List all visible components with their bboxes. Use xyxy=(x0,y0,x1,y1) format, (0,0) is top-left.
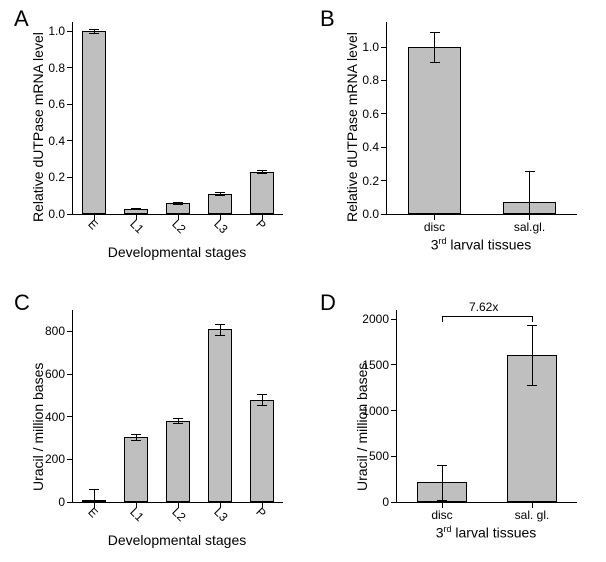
bar xyxy=(82,31,105,214)
y-tick-label: 600 xyxy=(45,367,73,381)
error-bar-cap xyxy=(437,500,447,501)
x-axis-label: Developmental stages xyxy=(72,532,282,548)
x-tick-label: P xyxy=(253,502,271,520)
plot-area-D: 0500100015002000discsal. gl.7.62x xyxy=(396,310,577,503)
error-bar-cap xyxy=(89,29,99,30)
y-tick-label: 1.0 xyxy=(48,24,73,38)
x-axis-label: 3rd larval tissues xyxy=(386,236,576,253)
x-tick-label: L2 xyxy=(169,502,191,524)
y-axis-label: Uracil / million bases xyxy=(30,362,46,490)
error-bar-cap xyxy=(257,394,267,395)
error-bar-cap xyxy=(527,385,537,386)
error-bar xyxy=(442,465,443,500)
bar xyxy=(124,437,147,502)
y-tick-label: 0.0 xyxy=(362,207,387,221)
x-tick-label: L1 xyxy=(127,502,149,524)
error-bar xyxy=(532,325,533,385)
panel-label: A xyxy=(14,6,29,32)
plot-area-C: 0200400600800EL1L2L3P xyxy=(72,310,283,503)
error-bar-cap xyxy=(173,418,183,419)
y-axis-label: Uracil / million bases xyxy=(354,362,370,490)
y-tick-label: 200 xyxy=(45,452,73,466)
error-bar-cap xyxy=(437,465,447,466)
y-tick-label: 2000 xyxy=(362,312,397,326)
error-bar-cap xyxy=(527,325,537,326)
y-tick-label: 400 xyxy=(45,410,73,424)
error-bar-cap xyxy=(89,489,99,490)
error-bar xyxy=(262,394,263,405)
error-bar-cap xyxy=(173,204,183,205)
x-tick-label: P xyxy=(253,214,271,232)
y-tick-label: 0 xyxy=(382,495,397,509)
error-bar-cap xyxy=(173,423,183,424)
annotation-bracket xyxy=(442,316,443,321)
error-bar xyxy=(94,489,95,502)
error-bar-cap xyxy=(525,171,535,172)
panel-label: B xyxy=(320,6,335,32)
error-bar-cap xyxy=(257,405,267,406)
y-tick-label: 500 xyxy=(369,449,397,463)
error-bar-cap xyxy=(257,170,267,171)
error-bar-cap xyxy=(525,214,535,215)
annotation-text: 7.62x xyxy=(469,300,498,314)
error-bar xyxy=(220,324,221,335)
bar xyxy=(250,400,273,502)
bar xyxy=(408,47,460,214)
x-tick-label: L1 xyxy=(127,214,149,236)
y-tick-label: 0.6 xyxy=(362,107,387,121)
y-tick-label: 0.0 xyxy=(48,207,73,221)
y-axis-label: Relative dUTPase mRNA level xyxy=(30,32,46,222)
y-tick-label: 800 xyxy=(45,324,73,338)
y-tick-label: 0.8 xyxy=(48,61,73,75)
error-bar-cap xyxy=(215,192,225,193)
y-tick-label: 0.4 xyxy=(362,140,387,154)
x-tick-label: E xyxy=(85,502,103,520)
annotation-bracket xyxy=(442,316,532,317)
error-bar-cap xyxy=(131,434,141,435)
y-axis-label: Relative dUTPase mRNA level xyxy=(344,32,360,222)
y-tick-label: 0.6 xyxy=(48,97,73,111)
x-tick-label: E xyxy=(85,214,103,232)
annotation-bracket xyxy=(532,316,533,321)
x-axis-label: 3rd larval tissues xyxy=(396,524,576,541)
bar xyxy=(166,421,189,502)
error-bar-cap xyxy=(131,440,141,441)
panel-label: C xyxy=(14,290,30,316)
error-bar-cap xyxy=(257,173,267,174)
x-tick-label: L3 xyxy=(211,502,233,524)
error-bar-cap xyxy=(215,335,225,336)
bar xyxy=(208,329,231,502)
error-bar-cap xyxy=(215,195,225,196)
x-tick-label: sal.gl. xyxy=(514,214,545,234)
error-bar xyxy=(529,171,530,214)
y-tick-label: 0.2 xyxy=(48,170,73,184)
error-bar-cap xyxy=(131,209,141,210)
y-tick-label: 0.8 xyxy=(362,73,387,87)
y-tick-label: 0.4 xyxy=(48,134,73,148)
x-tick-label: disc xyxy=(424,214,445,234)
x-tick-label: disc xyxy=(431,502,452,522)
x-tick-label: L2 xyxy=(169,214,191,236)
error-bar-cap xyxy=(215,324,225,325)
x-axis-label: Developmental stages xyxy=(72,244,282,260)
y-tick-label: 0 xyxy=(58,495,73,509)
bar xyxy=(250,172,273,214)
error-bar-cap xyxy=(89,502,99,503)
error-bar-cap xyxy=(430,62,440,63)
error-bar xyxy=(434,32,435,62)
error-bar-cap xyxy=(430,32,440,33)
x-tick-label: L3 xyxy=(211,214,233,236)
plot-area-B: 0.00.20.40.60.81.0discsal.gl. xyxy=(386,22,577,215)
x-tick-label: sal. gl. xyxy=(515,502,550,522)
y-tick-label: 0.2 xyxy=(362,174,387,188)
y-tick-label: 1.0 xyxy=(362,40,387,54)
plot-area-A: 0.00.20.40.60.81.0EL1L2L3P xyxy=(72,22,283,215)
bar xyxy=(208,194,231,214)
error-bar-cap xyxy=(89,33,99,34)
panel-label: D xyxy=(320,290,336,316)
